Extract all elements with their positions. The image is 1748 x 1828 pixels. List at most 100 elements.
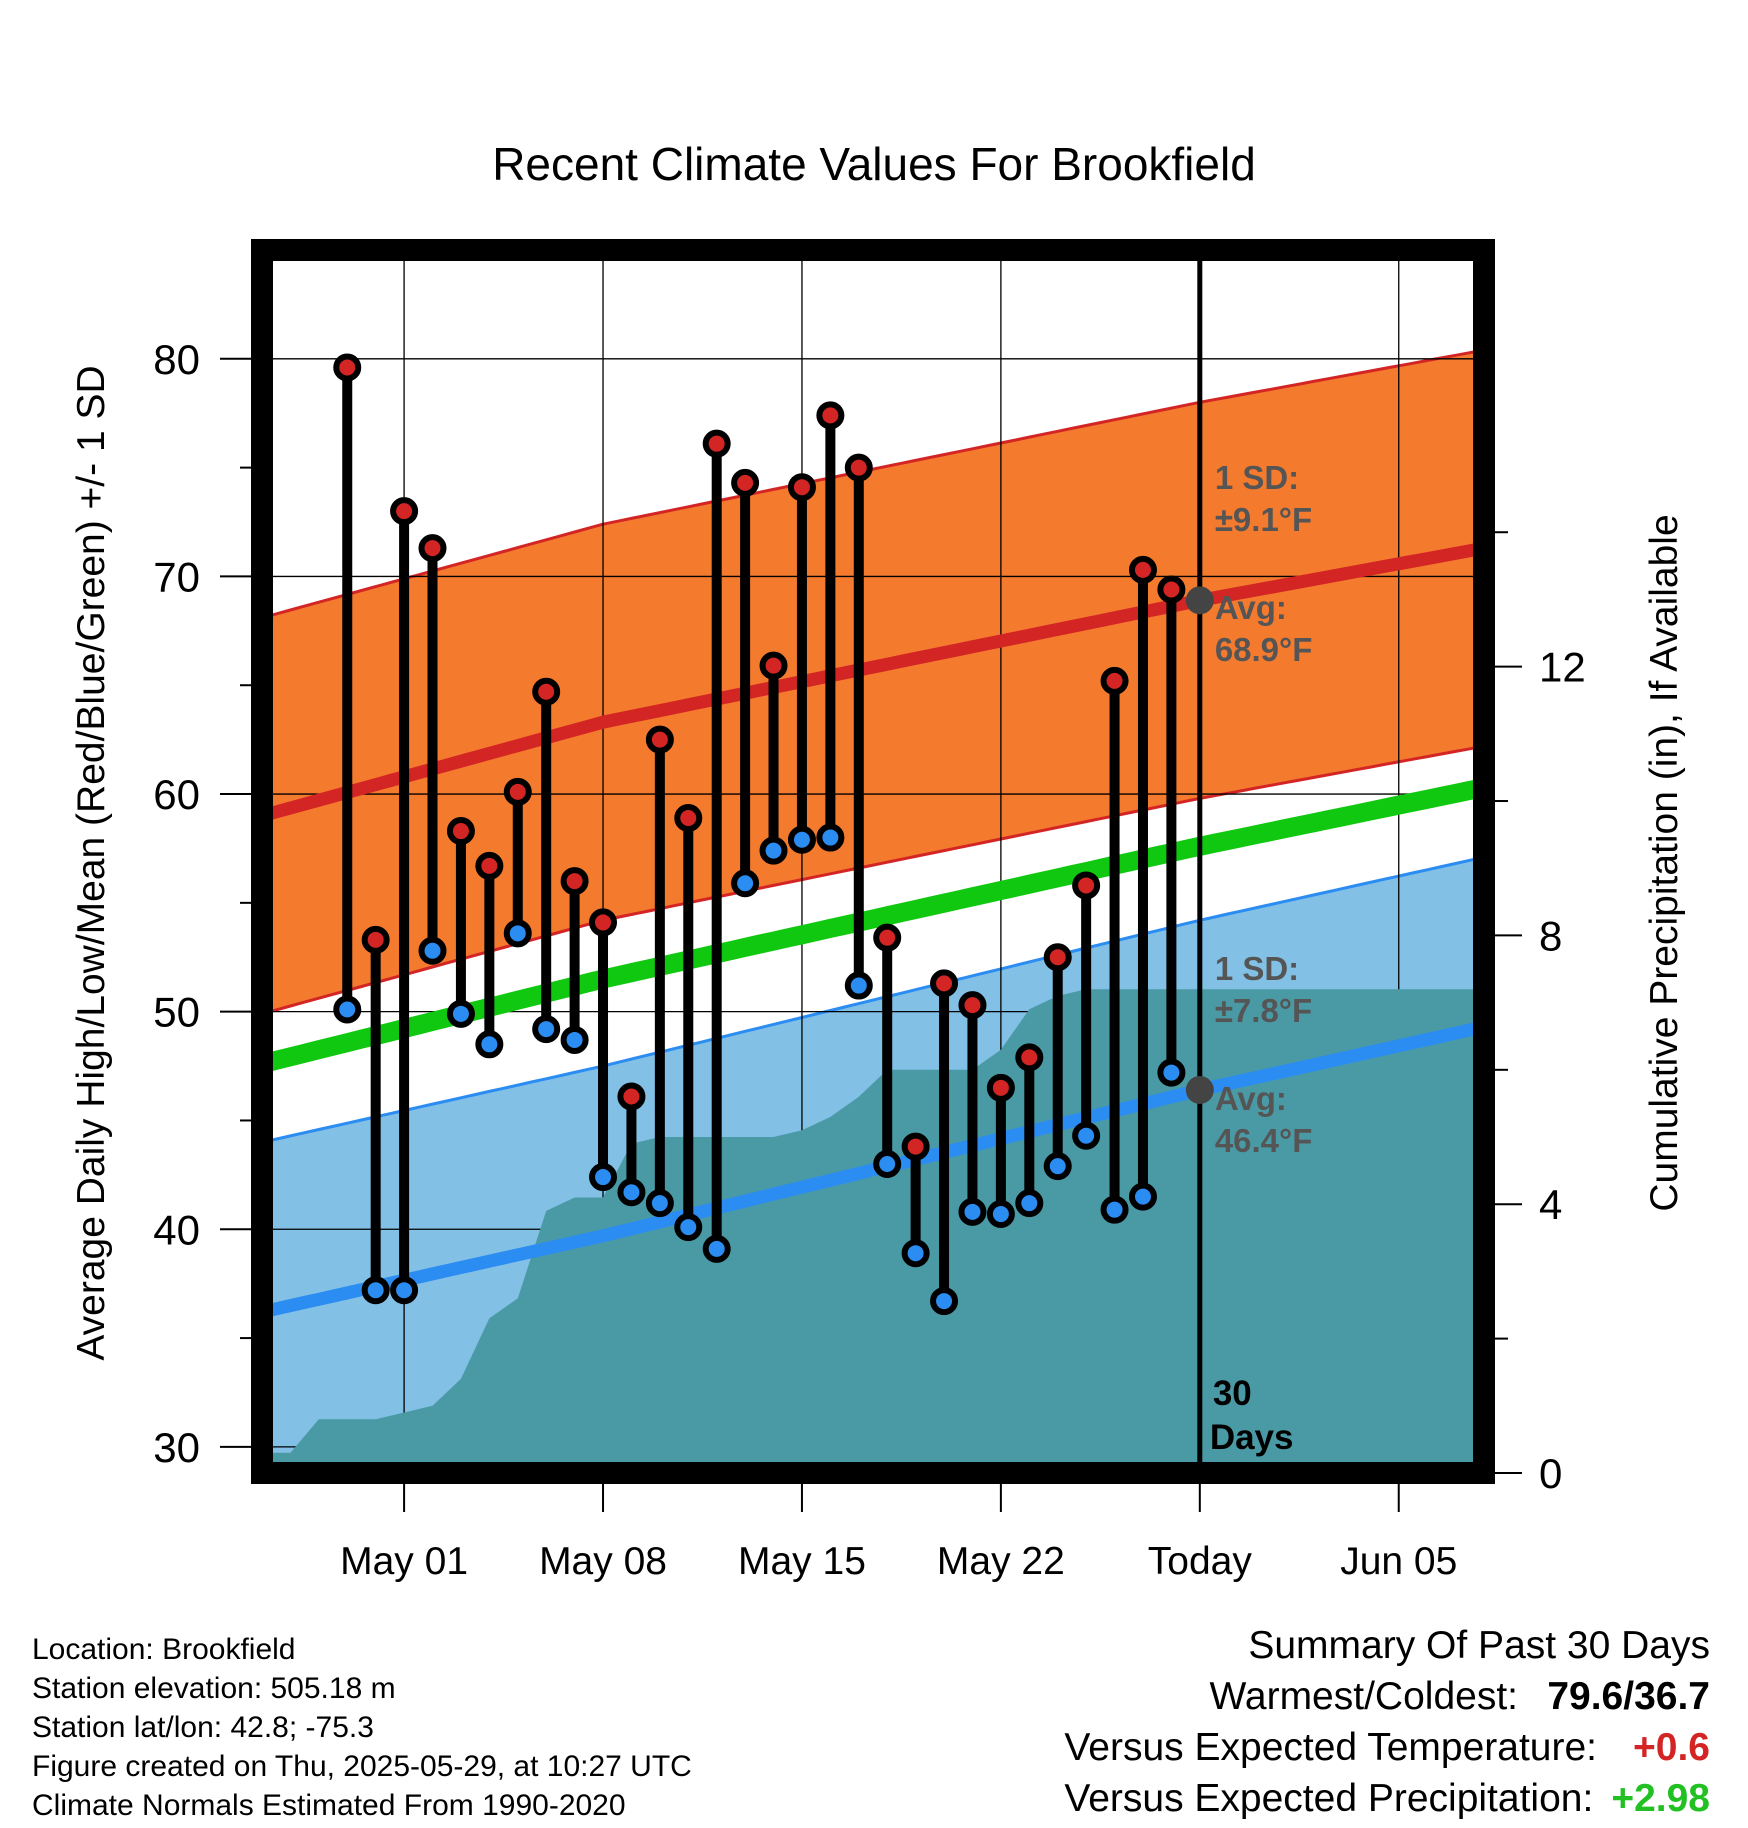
high-avg-label: Avg: xyxy=(1215,589,1287,626)
high-sd-band-upper-edge xyxy=(262,348,1484,620)
y-tick-label: 60 xyxy=(153,771,200,818)
daily-range xyxy=(674,803,703,1242)
y2-axis-label: Cumulative Precipitation (in), If Availa… xyxy=(1643,514,1686,1211)
daily-range xyxy=(1128,555,1157,1211)
daily-range xyxy=(532,677,561,1044)
daily-low-point xyxy=(674,1213,703,1242)
low-avg-label: Avg: xyxy=(1215,1080,1287,1117)
daily-range xyxy=(446,817,475,1028)
daily-high-point xyxy=(645,725,674,754)
precip-label: Versus Expected Precipitation: xyxy=(1064,1777,1594,1820)
daily-high-point xyxy=(560,867,589,896)
daily-range xyxy=(617,1082,646,1207)
temp-label: Versus Expected Temperature: xyxy=(1064,1726,1597,1769)
daily-high-point xyxy=(759,651,788,680)
x-tick-label: May 01 xyxy=(340,1540,468,1583)
daily-low-point xyxy=(560,1025,589,1054)
daily-range xyxy=(361,925,390,1305)
daily-range xyxy=(731,468,760,898)
low-sd-band-upper-edge xyxy=(262,855,1484,1144)
summary-warm-cold: Warmest/Coldest: 79.6/36.7 xyxy=(1064,1671,1710,1722)
daily-high-point xyxy=(446,817,475,846)
daily-range xyxy=(958,991,987,1226)
daily-high-point xyxy=(1128,555,1157,584)
high-sd-label: 1 SD: xyxy=(1215,459,1299,496)
daily-range xyxy=(503,777,532,948)
x-tick-label: May 15 xyxy=(738,1540,866,1583)
daily-high-point xyxy=(1015,1043,1044,1072)
daily-low-point xyxy=(1015,1189,1044,1218)
daily-low-point xyxy=(1128,1182,1157,1211)
y-tick-label: 30 xyxy=(153,1424,200,1471)
period-label-unit: Days xyxy=(1210,1418,1294,1457)
y2-tick-label: 8 xyxy=(1539,912,1562,959)
daily-low-point xyxy=(589,1163,618,1192)
daily-high-point xyxy=(930,969,959,998)
daily-high-point xyxy=(731,468,760,497)
daily-low-point xyxy=(787,825,816,854)
period-label-count: 30 xyxy=(1213,1374,1252,1413)
summary-panel: Summary Of Past 30 Days Warmest/Coldest:… xyxy=(1064,1620,1710,1824)
normal-high-line xyxy=(262,541,1484,823)
y2-tick-label: 4 xyxy=(1539,1181,1562,1228)
daily-low-point xyxy=(1043,1152,1072,1181)
summary-precip: Versus Expected Precipitation: +2.98 xyxy=(1064,1773,1710,1824)
low-sd-value: ±7.8°F xyxy=(1215,992,1312,1029)
daily-high-point xyxy=(702,429,731,458)
daily-low-point xyxy=(333,995,362,1024)
daily-range xyxy=(475,851,504,1059)
daily-low-point xyxy=(446,999,475,1028)
y-axis-label: Average Daily High/Low/Mean (Red/Blue/Gr… xyxy=(70,365,113,1360)
today-normal-high-dot xyxy=(1185,586,1214,615)
daily-range xyxy=(986,1073,1015,1229)
y-tick-label: 40 xyxy=(153,1206,200,1253)
x-tick-label: May 08 xyxy=(539,1540,667,1583)
y-tick-label: 80 xyxy=(153,336,200,383)
daily-range xyxy=(1157,575,1186,1087)
high-sd-value: ±9.1°F xyxy=(1215,501,1312,538)
daily-high-point xyxy=(333,353,362,382)
location-text: Location: Brookfield xyxy=(32,1633,296,1666)
daily-low-point xyxy=(617,1178,646,1207)
daily-low-point xyxy=(1100,1195,1129,1224)
low-avg-value: 46.4°F xyxy=(1215,1122,1313,1159)
daily-high-point xyxy=(958,991,987,1020)
daily-low-point xyxy=(731,869,760,898)
daily-low-point xyxy=(475,1030,504,1059)
daily-high-point xyxy=(1043,943,1072,972)
daily-high-point xyxy=(617,1082,646,1111)
daily-range xyxy=(702,429,731,1263)
daily-range xyxy=(560,867,589,1054)
daily-range xyxy=(1072,871,1101,1150)
daily-range xyxy=(759,651,788,865)
daily-range xyxy=(589,908,618,1192)
elevation-text: Station elevation: 505.18 m xyxy=(32,1672,396,1705)
summary-temp: Versus Expected Temperature: +0.6 xyxy=(1064,1722,1710,1773)
daily-high-point xyxy=(674,803,703,832)
daily-low-point xyxy=(901,1239,930,1268)
daily-range xyxy=(787,473,816,854)
daily-low-point xyxy=(503,919,532,948)
daily-range xyxy=(1043,943,1072,1181)
warm-cold-label: Warmest/Coldest: xyxy=(1209,1675,1518,1718)
warm-cold-value: 79.6/36.7 xyxy=(1547,1675,1710,1718)
high-sd-band xyxy=(262,350,1484,1014)
high-avg-value: 68.9°F xyxy=(1215,631,1313,668)
daily-high-point xyxy=(589,908,618,937)
daily-high-point xyxy=(503,777,532,806)
daily-high-point xyxy=(787,473,816,502)
daily-high-point xyxy=(1072,871,1101,900)
daily-low-point xyxy=(390,1276,419,1305)
y2-tick-label: 0 xyxy=(1539,1450,1562,1497)
x-tick-label: Jun 05 xyxy=(1340,1540,1457,1583)
chart-title: Recent Climate Values For Brookfield xyxy=(492,138,1256,190)
daily-low-point xyxy=(645,1189,674,1218)
daily-high-point xyxy=(475,851,504,880)
daily-low-point xyxy=(986,1200,1015,1229)
latlon-text: Station lat/lon: 42.8; -75.3 xyxy=(32,1711,374,1744)
climate-chart: Recent Climate Values For Brookfield 30 4… xyxy=(70,138,1686,1583)
daily-range xyxy=(645,725,674,1218)
daily-high-point xyxy=(873,923,902,952)
daily-low-point xyxy=(958,1197,987,1226)
daily-range xyxy=(390,497,419,1305)
